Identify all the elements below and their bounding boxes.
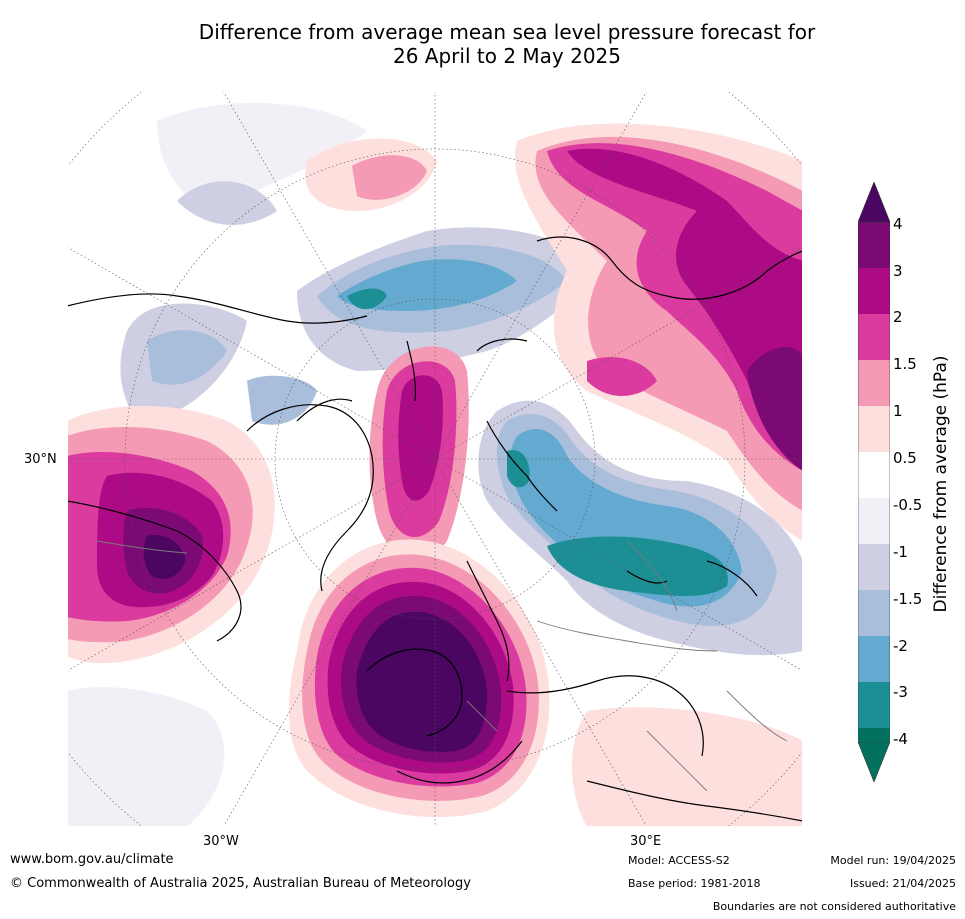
lat-label-30n: 30°N	[24, 452, 57, 467]
footer-base-period: Base period: 1981-2018	[628, 877, 761, 890]
colorbar-tick: 0.5	[893, 449, 917, 467]
footer-model-run: Model run: 19/04/2025	[830, 854, 956, 867]
colorbar-tick: 1	[893, 402, 903, 420]
colorbar	[858, 182, 890, 782]
chart-title: Difference from average mean sea level p…	[0, 20, 965, 68]
colorbar-tick: 3	[893, 262, 903, 280]
colorbar-title: Difference from average (hPa)	[931, 355, 951, 613]
negative-anomaly-light	[120, 102, 597, 425]
colorbar-tick: -1.5	[893, 590, 923, 608]
positive-anomaly-south	[67, 687, 803, 827]
positive-anomaly-north-america	[67, 406, 275, 664]
colorbar-tick: -0.5	[893, 496, 923, 514]
colorbar-tick: 2	[893, 308, 903, 326]
title-line-1: Difference from average mean sea level p…	[198, 20, 816, 44]
colorbar-tick: -2	[893, 637, 908, 655]
coastlines	[67, 236, 803, 822]
negative-anomaly-central-asia	[478, 400, 803, 656]
colorbar-tick: 1.5	[893, 355, 917, 373]
lon-label-30e: 30°E	[630, 834, 662, 849]
colorbar-tick: -1	[893, 543, 908, 561]
positive-anomaly-asia	[515, 123, 803, 541]
colorbar-tick: -4	[893, 730, 908, 748]
footer-model: Model: ACCESS-S2	[628, 854, 730, 867]
footer-issued: Issued: 21/04/2025	[849, 877, 956, 890]
positive-anomaly-europe	[288, 539, 550, 818]
graticule	[67, 91, 803, 827]
footer-url: www.bom.gov.au/climate	[10, 852, 174, 867]
pressure-anomaly-map	[67, 91, 803, 827]
positive-anomaly-north-pacific	[305, 138, 437, 211]
lon-label-30w: 30°W	[203, 834, 239, 849]
footer-copyright: © Commonwealth of Australia 2025, Austra…	[10, 876, 471, 891]
country-borders	[96, 540, 788, 792]
title-line-2: 26 April to 2 May 2025	[393, 44, 621, 68]
colorbar-tick: 4	[893, 215, 903, 233]
footer-disclaimer: Boundaries are not considered authoritat…	[712, 900, 956, 913]
positive-anomaly-arctic	[369, 346, 469, 559]
colorbar-tick: -3	[893, 683, 908, 701]
